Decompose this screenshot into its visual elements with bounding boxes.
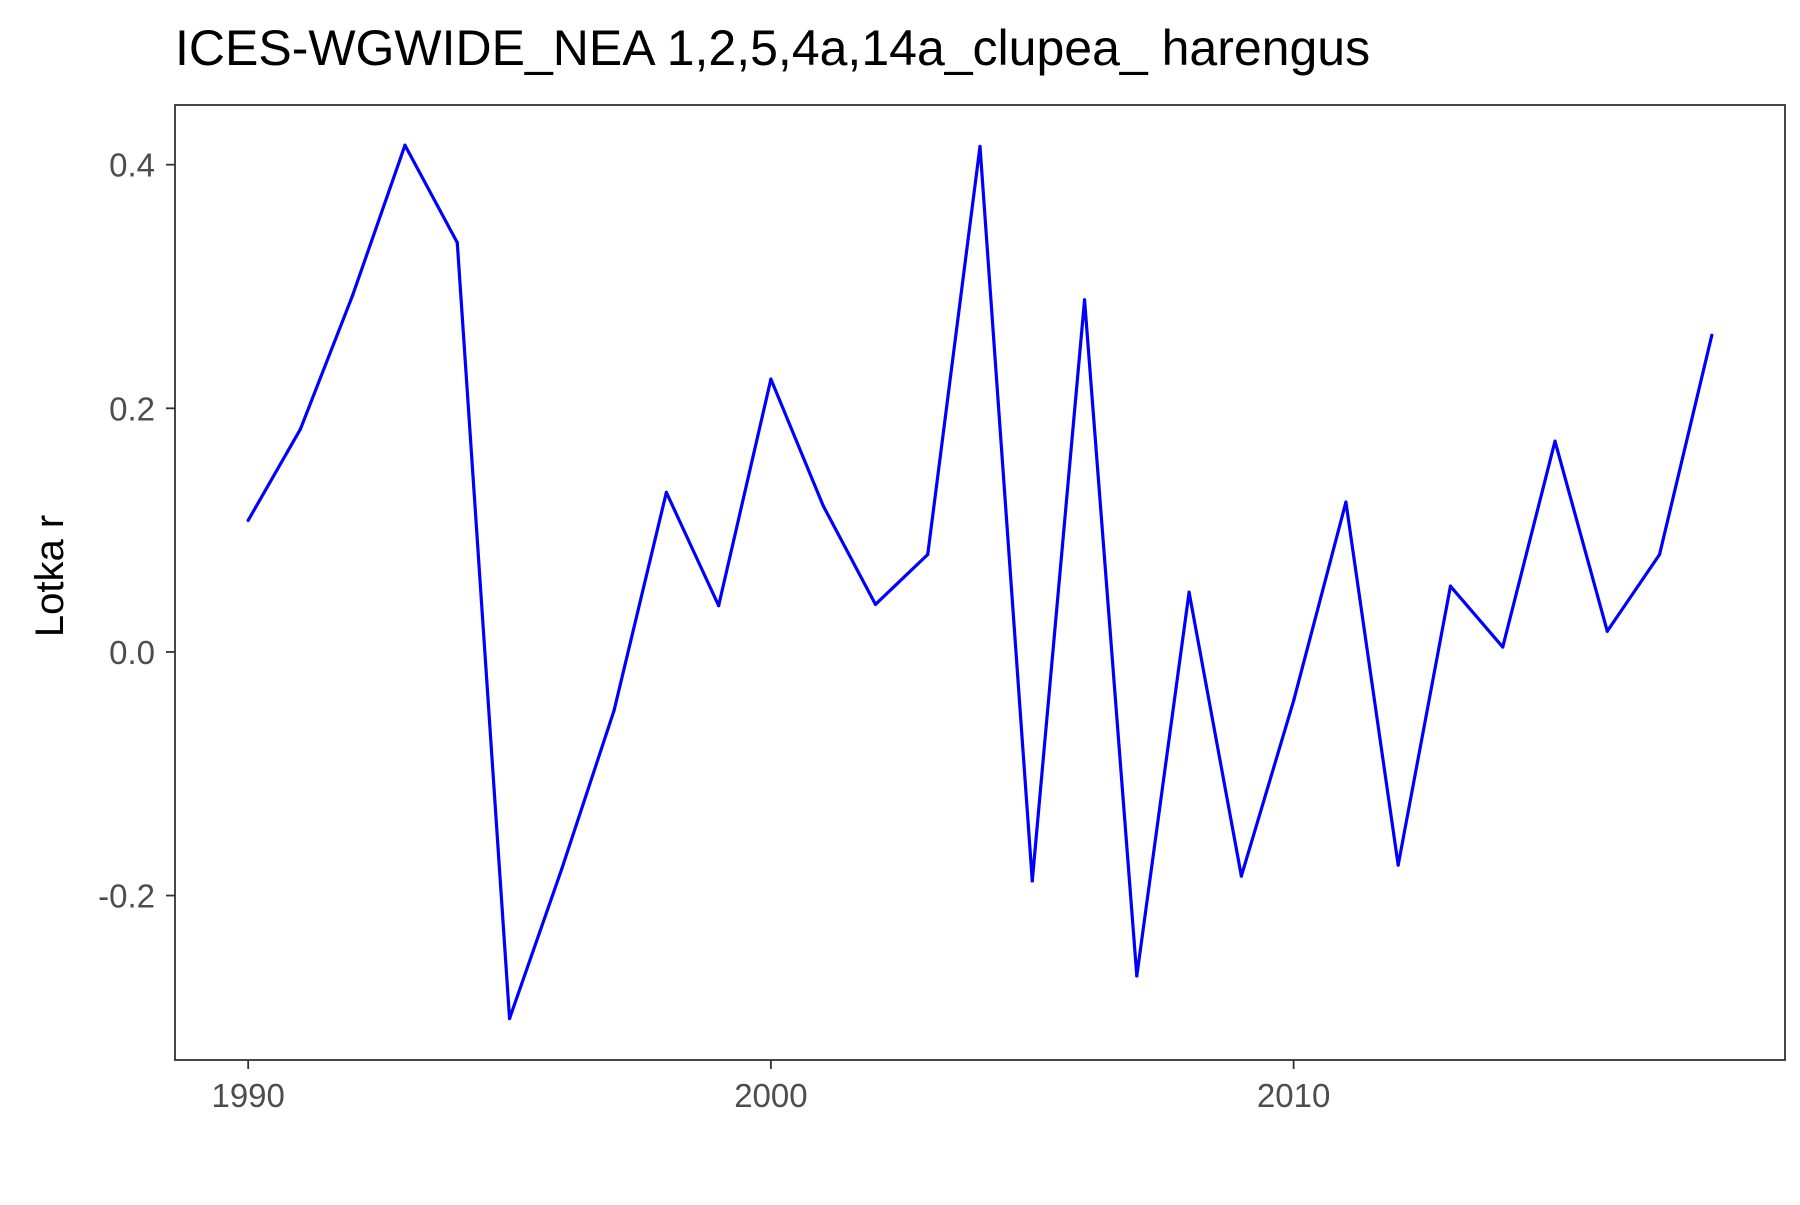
- data-point: [769, 377, 773, 381]
- data-point: [1030, 879, 1034, 883]
- data-point: [821, 504, 825, 508]
- data-point: [1553, 439, 1557, 443]
- data-point: [978, 144, 982, 149]
- data-point: [351, 293, 355, 297]
- x-tick-label: 2010: [1257, 1077, 1330, 1114]
- data-point: [1344, 500, 1348, 504]
- data-point: [1239, 874, 1243, 878]
- data-point: [717, 604, 721, 608]
- data-point: [1501, 645, 1505, 649]
- plot-layer: 1990 2000 2010 -0.2 0.0 0.2 0.4: [98, 104, 1786, 1114]
- data-point: [926, 552, 930, 557]
- data-point: [1187, 590, 1191, 594]
- y-tick-label: 0.4: [109, 147, 155, 184]
- y-tick-label: 0.2: [109, 390, 155, 427]
- y-axis-label: Lotka r: [28, 515, 72, 637]
- x-tick-label: 2000: [734, 1077, 807, 1114]
- chart-title: ICES-WGWIDE_NEA 1,2,5,4a,14a_clupea_ har…: [175, 20, 1370, 76]
- y-tick-label: -0.2: [98, 878, 155, 915]
- data-point: [612, 708, 616, 713]
- data-point: [507, 1016, 512, 1021]
- data-point: [560, 867, 564, 871]
- data-point: [403, 143, 407, 147]
- data-point: [246, 518, 250, 522]
- x-tick-label: 1990: [211, 1077, 284, 1114]
- y-tick-label: 0.0: [109, 634, 155, 671]
- data-point: [1657, 552, 1662, 557]
- plot-panel-border: [174, 104, 1786, 1061]
- data-point: [1605, 629, 1609, 633]
- data-point: [1396, 863, 1400, 867]
- data-point: [1448, 584, 1453, 588]
- data-point: [455, 241, 459, 245]
- data-point: [1710, 333, 1714, 337]
- data-point: [1135, 974, 1139, 978]
- data-point: [298, 427, 303, 431]
- data-point: [664, 490, 668, 494]
- data-point: [1292, 699, 1296, 703]
- data-point: [1082, 298, 1087, 302]
- data-point: [873, 602, 878, 607]
